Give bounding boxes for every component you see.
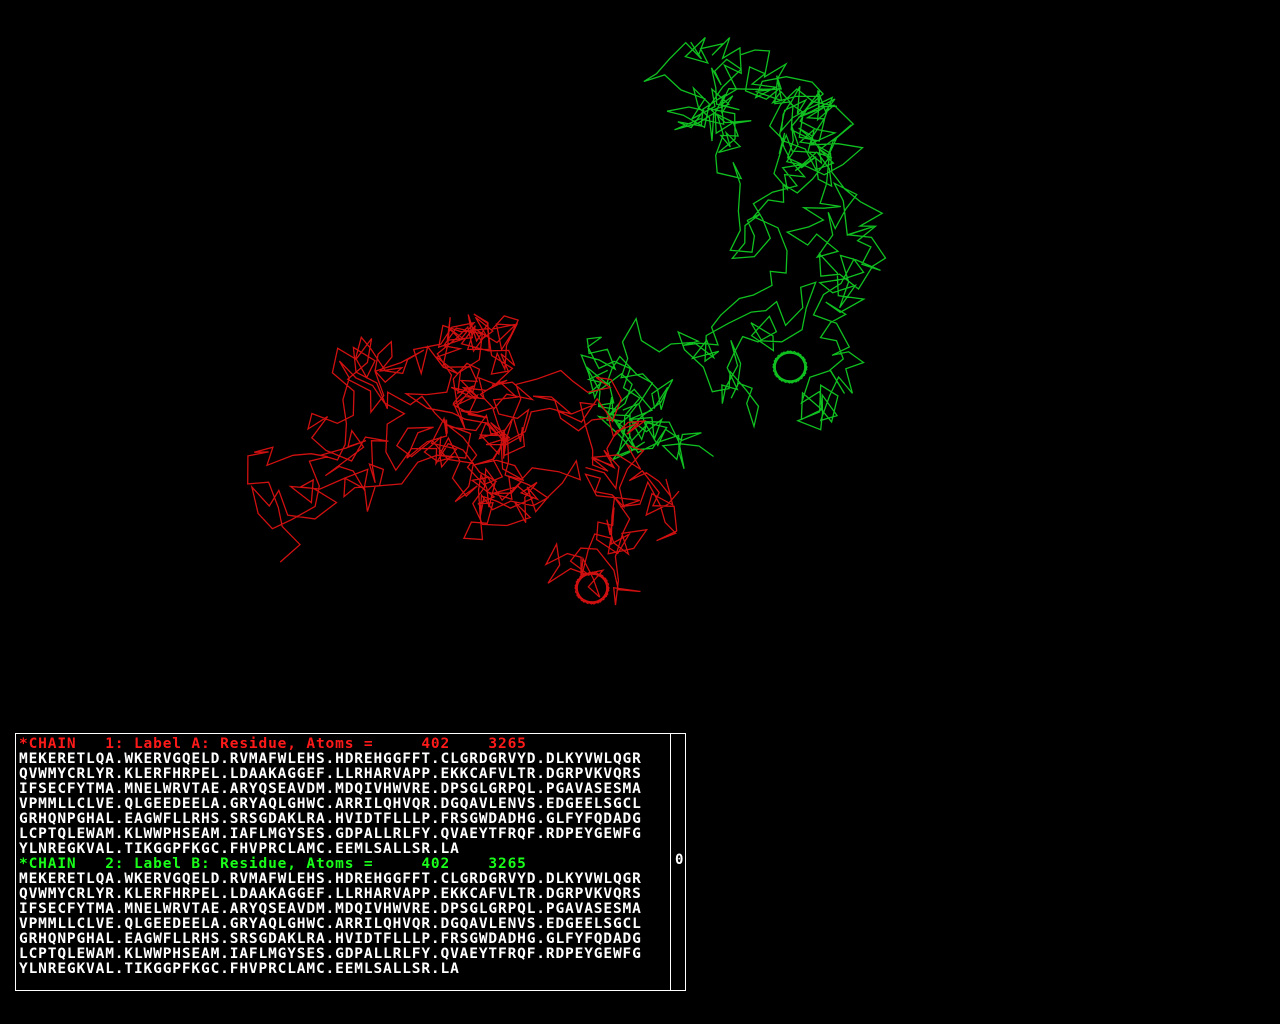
sequence-line: YLNREGKVAL.TIKGGPFKGC.FHVPRCLAMC.EEMLSAL…	[19, 961, 460, 977]
chain-b-backbone	[605, 37, 887, 462]
sequence-line: GRHQNPGHAL.EAGWFLLRHS.SRSGDAKLRA.HVIDTFL…	[19, 811, 642, 827]
sequence-line: LCPTQLEWAM.KLWWPHSEAM.IAFLMGYSES.GDPALLR…	[19, 826, 642, 842]
sequence-text[interactable]: *CHAIN 1: Label A: Residue, Atoms = 402 …	[19, 737, 669, 977]
scroll-value: 0	[675, 852, 684, 868]
chain-a-backbone	[247, 313, 647, 563]
sequence-line: VPMMLLCLVE.QLGEEDEELA.GRYAQLGHWC.ARRILQH…	[19, 916, 642, 932]
sequence-line: MEKERETLQA.WKERVGQELD.RVMAFWLEHS.HDREHGG…	[19, 751, 642, 767]
chain-header: *CHAIN 2: Label B: Residue, Atoms = 402 …	[19, 856, 527, 872]
chain-b-backbone	[580, 336, 714, 469]
sequence-line: IFSECFYTMA.MNELWRVTAE.ARYQSEAVDM.MDQIVHW…	[19, 781, 642, 797]
sequence-line: LCPTQLEWAM.KLWWPHSEAM.IAFLMGYSES.GDPALLR…	[19, 946, 642, 962]
sequence-line: QVWMYCRLYR.KLERFHRPEL.LDAAKAGGEF.LLRHARV…	[19, 766, 642, 782]
chain-header: *CHAIN 1: Label A: Residue, Atoms = 402 …	[19, 736, 527, 752]
scrollbar[interactable]: 0	[670, 734, 686, 990]
sequence-line: MEKERETLQA.WKERVGQELD.RVMAFWLEHS.HDREHGG…	[19, 871, 642, 887]
ligand-a	[574, 571, 610, 605]
ligand-b	[772, 350, 808, 384]
sequence-line: QVWMYCRLYR.KLERFHRPEL.LDAAKAGGEF.LLRHARV…	[19, 886, 642, 902]
molecule-viewport[interactable]	[0, 0, 1280, 720]
sequence-line: IFSECFYTMA.MNELWRVTAE.ARYQSEAVDM.MDQIVHW…	[19, 901, 642, 917]
sequence-panel: *CHAIN 1: Label A: Residue, Atoms = 402 …	[15, 733, 686, 991]
sequence-line: YLNREGKVAL.TIKGGPFKGC.FHVPRCLAMC.EEMLSAL…	[19, 841, 460, 857]
chain-a-backbone	[544, 443, 680, 606]
sequence-line: VPMMLLCLVE.QLGEEDEELA.GRYAQLGHWC.ARRILQH…	[19, 796, 642, 812]
sequence-line: GRHQNPGHAL.EAGWFLLRHS.SRSGDAKLRA.HVIDTFL…	[19, 931, 642, 947]
